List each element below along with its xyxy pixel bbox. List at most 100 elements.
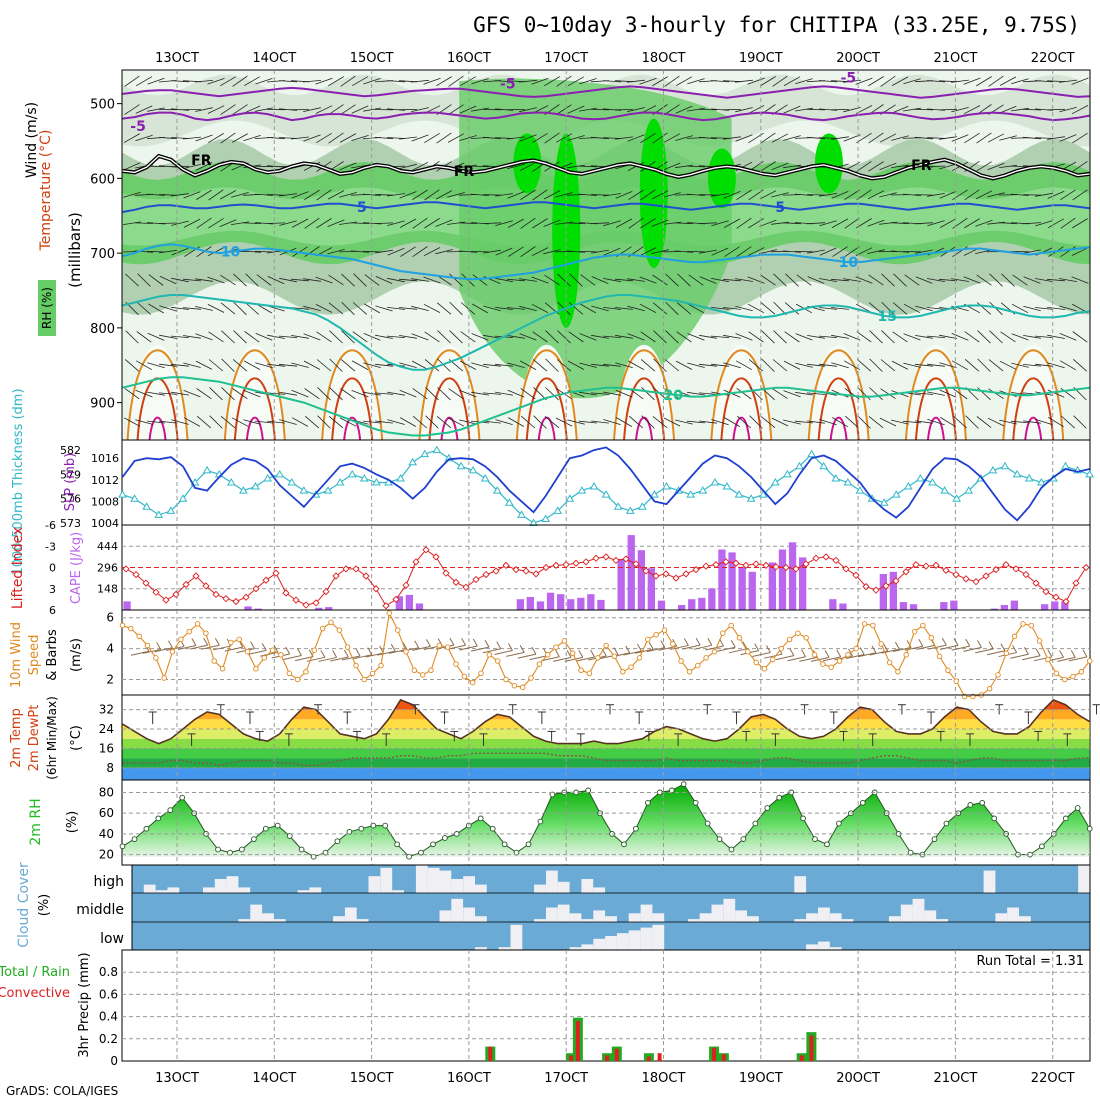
cloud-middle-bar bbox=[605, 916, 617, 922]
wind-barb bbox=[951, 134, 969, 142]
cloud-middle-bar bbox=[888, 916, 901, 922]
cloud-middle-bar bbox=[806, 913, 818, 922]
wind-barb bbox=[670, 644, 689, 650]
temperature-contour-label: -5 bbox=[130, 119, 146, 135]
thickness-point bbox=[964, 486, 974, 494]
wind-barb bbox=[1060, 189, 1076, 201]
rh-point bbox=[274, 822, 281, 829]
wind-barb bbox=[831, 136, 849, 140]
lifted-index-point bbox=[352, 565, 360, 573]
wind-barb bbox=[665, 330, 679, 344]
wind-barb bbox=[856, 160, 872, 172]
wind-barb-flag bbox=[977, 640, 982, 648]
wind-barb bbox=[532, 331, 548, 343]
wind-barb bbox=[880, 359, 896, 372]
wind-barb bbox=[699, 420, 717, 424]
wind-barb bbox=[351, 135, 369, 141]
wind-barb bbox=[735, 107, 753, 113]
wind-barb bbox=[579, 107, 597, 112]
wind-barb bbox=[328, 104, 344, 116]
temperature-contour-label: -5 bbox=[841, 71, 857, 87]
wind-barb bbox=[449, 273, 463, 287]
wind-barb bbox=[1022, 108, 1042, 111]
thickness-point bbox=[541, 514, 551, 522]
wind-barb bbox=[233, 273, 247, 287]
cloud-high-bar bbox=[534, 884, 546, 893]
wind-barb bbox=[999, 76, 1017, 86]
wind-barb bbox=[482, 194, 502, 196]
wind-barb-flag bbox=[484, 639, 490, 648]
precip-convective-bar bbox=[575, 1021, 580, 1061]
temp-contour-25 bbox=[613, 349, 676, 441]
wind-barb bbox=[423, 77, 441, 85]
wind-barb bbox=[423, 303, 441, 313]
temperature-axis-label-2: 2m DewPt bbox=[27, 705, 42, 772]
wind-barb bbox=[830, 278, 850, 282]
wind-barb bbox=[1021, 655, 1041, 661]
temperature-contour-label: FR bbox=[191, 153, 212, 169]
wind-barb bbox=[147, 107, 165, 112]
cloud-middle-bar bbox=[569, 913, 582, 922]
wind-barb bbox=[698, 194, 718, 196]
wind-barb bbox=[1071, 105, 1089, 115]
rh-point bbox=[931, 836, 938, 842]
wind-speed-point bbox=[136, 633, 142, 640]
wind-speed-point bbox=[544, 652, 551, 658]
wind-barb bbox=[698, 363, 718, 367]
rh-point bbox=[621, 841, 627, 848]
pressure-tick-label: 700 bbox=[90, 247, 115, 262]
wind-barb bbox=[374, 392, 394, 395]
wind-barb bbox=[399, 389, 417, 398]
wind-barb bbox=[999, 164, 1017, 168]
cloud-low-bar bbox=[806, 944, 818, 950]
wind-barb bbox=[915, 305, 933, 312]
wind-speed-point bbox=[836, 658, 843, 664]
lifted-index-point bbox=[702, 562, 710, 570]
dry-lobe bbox=[419, 344, 480, 440]
wind-barb bbox=[710, 80, 730, 83]
wind-barb bbox=[627, 305, 645, 312]
wind-barb bbox=[279, 277, 297, 283]
wind-barb bbox=[977, 330, 991, 344]
date-label-bottom: 15OCT bbox=[350, 1071, 394, 1086]
wind-barb bbox=[209, 415, 223, 429]
wind-barb-flag bbox=[261, 643, 267, 651]
lifted-index-point bbox=[922, 562, 930, 570]
lifted-index-point bbox=[532, 570, 540, 578]
wind-barb bbox=[556, 359, 572, 372]
wind-barb-flag bbox=[343, 649, 349, 658]
wind-barb bbox=[317, 415, 331, 429]
precip-tick-label: 0 bbox=[110, 1054, 118, 1068]
wind-barb bbox=[915, 420, 933, 424]
wind-speed-point bbox=[795, 630, 801, 636]
precip-convective-bar bbox=[605, 1055, 610, 1061]
wind-barb bbox=[951, 333, 969, 341]
cape-bar bbox=[738, 566, 746, 610]
cape-bar bbox=[698, 597, 706, 610]
rh-tick-label: 60 bbox=[99, 806, 114, 820]
cloud-middle-bar bbox=[818, 907, 830, 922]
wind-barb bbox=[952, 360, 968, 371]
wind-barb bbox=[603, 247, 621, 256]
wind-barb bbox=[329, 330, 343, 344]
wind-barb bbox=[137, 273, 151, 287]
rh-point bbox=[836, 820, 842, 827]
wind-speed-point bbox=[186, 628, 192, 635]
wind-barb bbox=[1059, 305, 1077, 312]
wind-speed-point bbox=[953, 678, 960, 684]
wind-barb bbox=[964, 358, 980, 372]
wind-barb bbox=[519, 161, 537, 171]
wind-barb bbox=[255, 78, 273, 85]
wind-speed-point bbox=[178, 636, 184, 643]
rh-point bbox=[489, 825, 496, 832]
wind-barb bbox=[1061, 415, 1075, 429]
wind-barb bbox=[351, 390, 369, 398]
lifted-index-point bbox=[452, 578, 460, 587]
wind-barb bbox=[1023, 249, 1041, 254]
wind-barb bbox=[266, 194, 286, 196]
wind-barb-flag bbox=[918, 638, 924, 647]
rh-tick-label: 20 bbox=[99, 848, 114, 862]
wind-barb bbox=[135, 105, 153, 114]
wind-barb bbox=[124, 359, 140, 372]
wind-speed-point bbox=[453, 661, 459, 667]
